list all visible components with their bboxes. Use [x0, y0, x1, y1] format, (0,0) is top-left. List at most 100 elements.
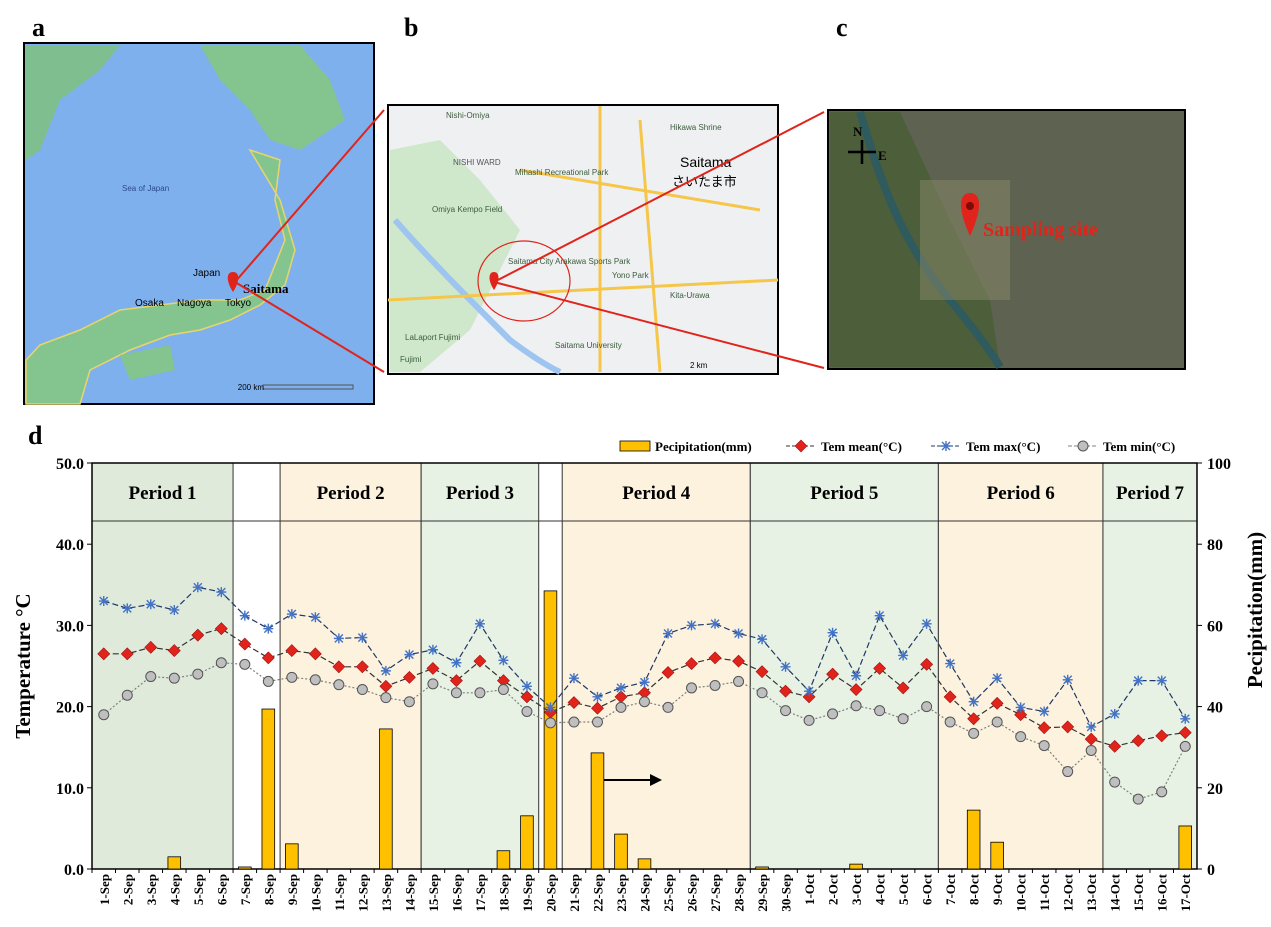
point — [169, 673, 179, 683]
y2-tick-label: 0 — [1207, 862, 1215, 879]
map-label: Kita-Urawa — [670, 291, 710, 300]
panel-label: d — [28, 421, 43, 450]
period-label: Period 5 — [810, 483, 878, 504]
x-tick-label: 26-Sep — [685, 874, 700, 912]
point — [262, 652, 274, 664]
y2-axis-title: Pecipitation(mm) — [1243, 532, 1267, 688]
point — [522, 681, 532, 691]
x-tick-label: 10-Oct — [1014, 873, 1029, 911]
point — [545, 718, 555, 728]
point — [781, 662, 791, 672]
legend-label: Pecipitation(mm) — [655, 439, 752, 454]
period-label: Period 3 — [446, 483, 514, 504]
period-band — [938, 463, 1103, 869]
point — [334, 680, 344, 690]
x-tick-label: 7-Sep — [238, 874, 253, 905]
bar — [168, 857, 181, 869]
period-label: Period 6 — [987, 483, 1055, 504]
map-a: Sea of Japan Japan Osaka Nagoya Tokyo 20… — [24, 43, 374, 404]
x-tick-label: 14-Sep — [402, 874, 417, 912]
point — [381, 666, 391, 676]
point — [804, 715, 814, 725]
bar — [285, 844, 298, 869]
point — [1016, 732, 1026, 742]
point — [663, 629, 673, 639]
point — [851, 701, 861, 711]
bar — [615, 834, 628, 869]
point — [922, 619, 932, 629]
x-tick-label: 23-Sep — [614, 874, 629, 912]
point — [240, 611, 250, 621]
point — [193, 582, 203, 592]
period-band — [92, 463, 233, 869]
map-label: Saitama University — [555, 341, 622, 350]
point — [428, 679, 438, 689]
point — [451, 658, 461, 668]
point — [734, 629, 744, 639]
point — [404, 697, 414, 707]
x-tick-label: 18-Sep — [496, 874, 511, 912]
point — [1063, 675, 1073, 685]
point — [1039, 741, 1049, 751]
bar — [638, 859, 651, 869]
point — [169, 605, 179, 615]
map-b: Nishi-Omiya NISHI WARD Mihashi Recreatio… — [388, 105, 778, 374]
compass-label: N — [853, 124, 863, 139]
point — [710, 619, 720, 629]
point — [992, 673, 1002, 683]
point — [1157, 787, 1167, 797]
point — [687, 620, 697, 630]
point — [146, 599, 156, 609]
point — [146, 672, 156, 682]
legend-swatch — [620, 441, 650, 451]
x-tick-label: 21-Sep — [567, 874, 582, 912]
point — [545, 702, 555, 712]
x-tick-label: 2-Sep — [120, 874, 135, 905]
x-tick-label: 12-Sep — [355, 874, 370, 912]
x-tick-label: 30-Sep — [779, 874, 794, 912]
point — [522, 706, 532, 716]
point — [1133, 676, 1143, 686]
point — [663, 702, 673, 712]
map-label: NISHI WARD — [453, 158, 501, 167]
map-label: Hikawa Shrine — [670, 123, 722, 132]
x-tick-label: 5-Oct — [896, 873, 911, 905]
bar — [756, 867, 769, 869]
point — [239, 638, 251, 650]
point — [310, 675, 320, 685]
bar — [967, 810, 980, 869]
x-tick-label: 25-Sep — [661, 874, 676, 912]
point — [287, 609, 297, 619]
y2-tick-label: 60 — [1207, 618, 1223, 635]
point — [1180, 741, 1190, 751]
map-label: Sea of Japan — [122, 184, 169, 193]
point — [1086, 722, 1096, 732]
period-label: Period 1 — [128, 483, 196, 504]
y2-tick-label: 80 — [1207, 537, 1223, 554]
map-label: Yono Park — [612, 271, 650, 280]
x-tick-label: 13-Oct — [1084, 873, 1099, 911]
y-tick-label: 50.0 — [56, 456, 84, 473]
x-tick-label: 4-Sep — [167, 874, 182, 905]
x-tick-label: 15-Oct — [1131, 873, 1146, 911]
y-tick-label: 30.0 — [56, 618, 84, 635]
point — [334, 633, 344, 643]
x-tick-label: 1-Oct — [802, 873, 817, 905]
y2-tick-label: 100 — [1207, 456, 1231, 473]
x-tick-label: 1-Sep — [97, 874, 112, 905]
point — [1133, 794, 1143, 804]
period-label: Period 4 — [622, 483, 691, 504]
point — [475, 619, 485, 629]
point — [99, 596, 109, 606]
point — [592, 717, 602, 727]
point — [569, 673, 579, 683]
bar — [497, 851, 510, 869]
x-tick-label: 16-Sep — [449, 874, 464, 912]
point — [945, 717, 955, 727]
point — [592, 692, 602, 702]
x-tick-label: 19-Sep — [520, 874, 535, 912]
x-tick-label: 17-Sep — [473, 874, 488, 912]
point — [498, 685, 508, 695]
period-band — [750, 463, 938, 869]
site-label: Sampling site — [983, 219, 1098, 241]
